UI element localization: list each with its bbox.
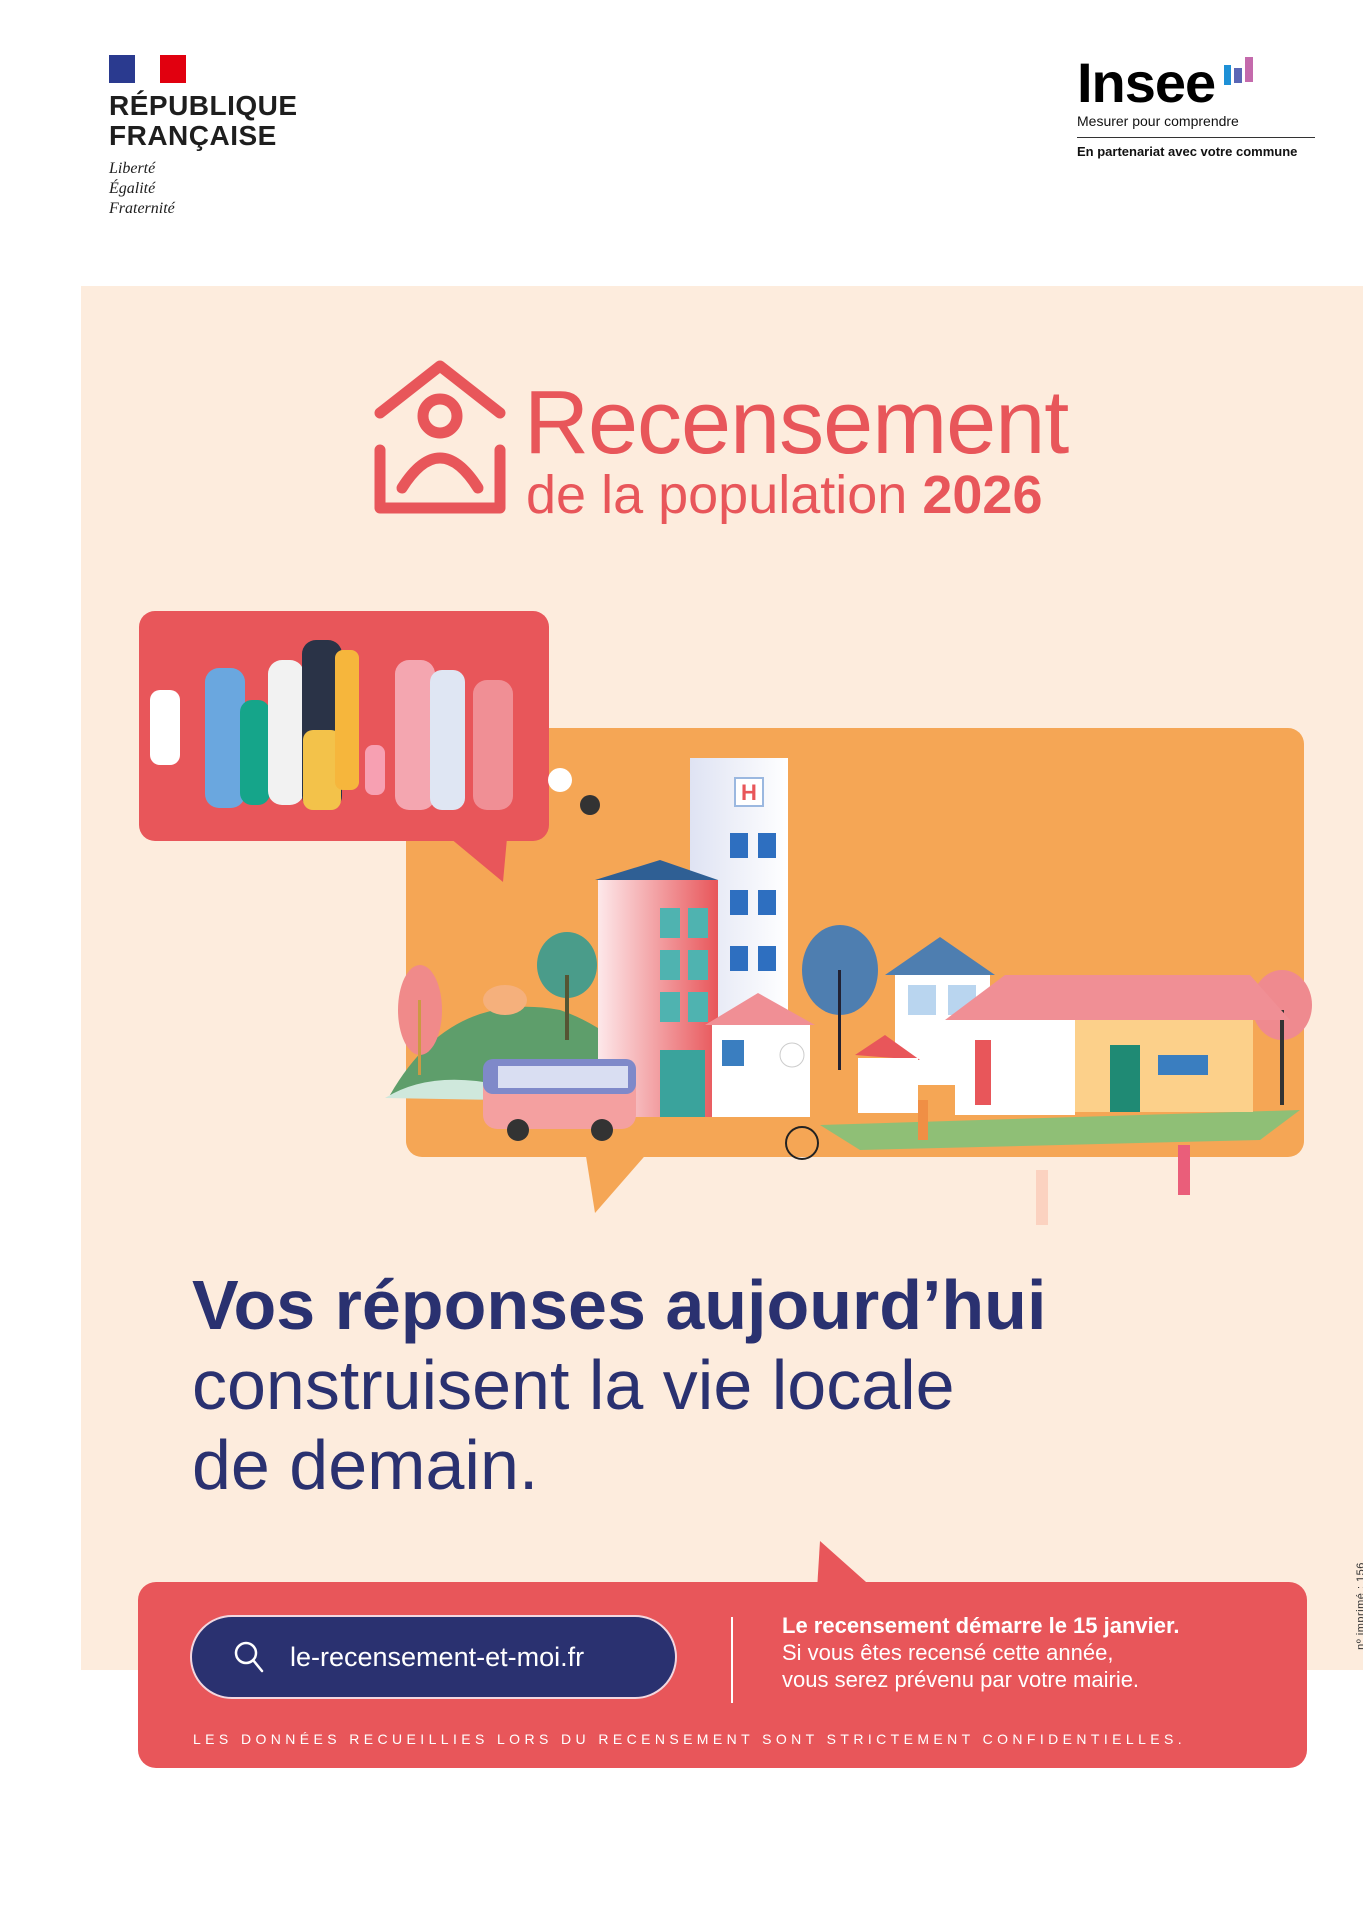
bottom-bubble-tail — [817, 1541, 875, 1590]
insee-divider — [1077, 137, 1315, 138]
insee-name: Insee — [1077, 51, 1216, 114]
republique-francaise-logo: RÉPUBLIQUE FRANÇAISE Liberté Égalité Frat… — [109, 55, 309, 219]
french-flag-icon — [109, 55, 187, 83]
info-line2: Si vous êtes recensé cette année, — [782, 1640, 1114, 1665]
banner-divider — [731, 1617, 733, 1703]
title-subtitle: de la population 2026 — [526, 465, 1042, 525]
motto-fraternite: Fraternité — [109, 200, 175, 217]
bus — [483, 1059, 636, 1141]
insee-logo: Insee Mesurer pour comprendre En partena… — [1077, 55, 1317, 159]
svg-text:H: H — [741, 780, 757, 805]
search-icon — [234, 1641, 264, 1673]
website-url[interactable]: le-recensement-et-moi.fr — [290, 1641, 585, 1672]
insee-bars-icon — [1223, 57, 1253, 85]
pink-building — [595, 860, 718, 1117]
school-house — [705, 993, 815, 1117]
headline: Vos réponses aujourd’hui construisent la… — [192, 1265, 1046, 1505]
houses — [855, 937, 1290, 1115]
headline-bold: Vos réponses aujourd’hui — [192, 1266, 1047, 1344]
rf-line2: FRANÇAISE — [109, 120, 277, 151]
trees — [398, 925, 1312, 1105]
confidentiality-notice: LES DONNÉES RECUEILLIES LORS DU RECENSEM… — [193, 1731, 1187, 1747]
insee-partner: En partenariat avec votre commune — [1077, 144, 1298, 159]
house-person-icon — [374, 360, 506, 514]
people-group — [150, 640, 600, 815]
start-info: Le recensement démarre le 15 janvier. Si… — [782, 1612, 1179, 1693]
title-year: 2026 — [922, 465, 1043, 525]
city-illustration: H — [139, 611, 1312, 1225]
walking-people — [785, 1100, 1190, 1225]
headline-line3: de demain. — [192, 1426, 539, 1504]
headline-line2: construisent la vie locale — [192, 1346, 955, 1424]
insee-tagline: Mesurer pour comprendre — [1077, 113, 1239, 129]
title-sub-text: de la population — [526, 465, 908, 525]
print-number: nº imprimé : 156 — [1355, 1562, 1363, 1650]
title-recensement: Recensement — [524, 373, 1069, 473]
info-line3: vous serez prévenu par votre mairie. — [782, 1667, 1140, 1692]
motto-egalite: Égalité — [109, 180, 156, 197]
motto-liberte: Liberté — [109, 160, 156, 177]
website-link-button[interactable]: le-recensement-et-moi.fr — [190, 1615, 677, 1699]
start-date-text: Le recensement démarre le 15 janvier. — [782, 1613, 1180, 1638]
rf-line1: RÉPUBLIQUE — [109, 90, 298, 121]
